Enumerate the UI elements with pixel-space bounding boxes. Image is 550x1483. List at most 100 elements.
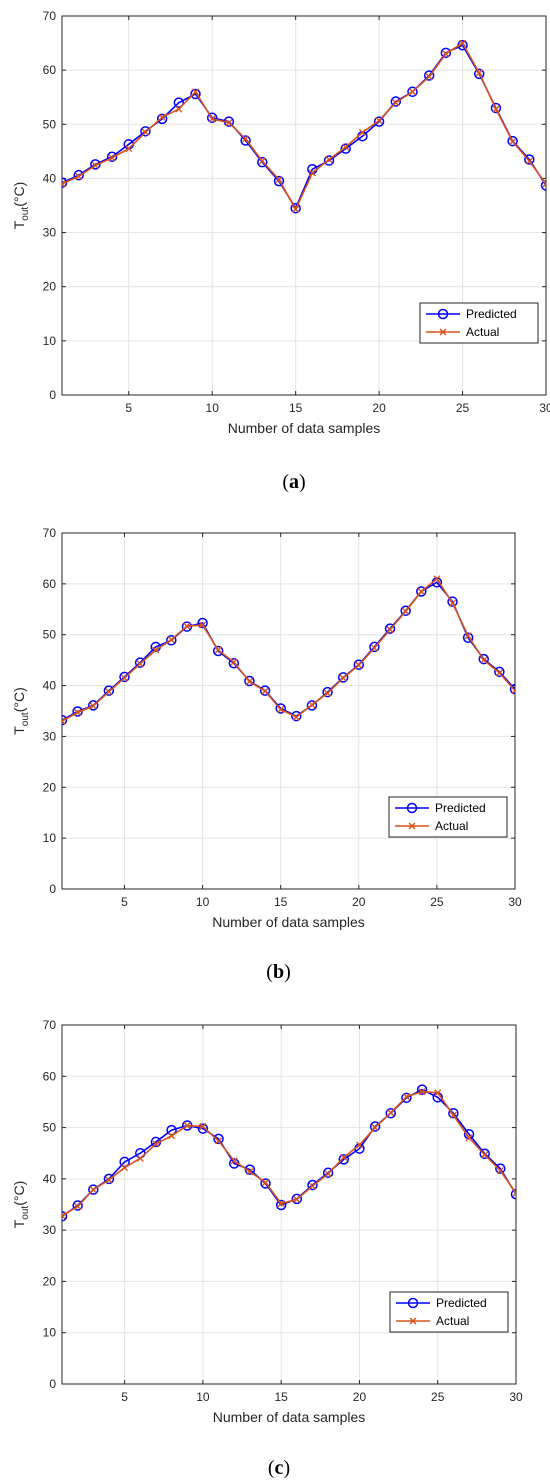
data-point-actual — [136, 660, 144, 668]
series-predicted — [62, 577, 515, 726]
data-point-predicted — [212, 645, 224, 657]
data-point-predicted — [119, 671, 130, 683]
data-point-actual — [105, 688, 113, 696]
y-tick-label: 70 — [43, 9, 57, 23]
data-point-predicted — [275, 703, 286, 714]
legend-marker-circle — [437, 308, 449, 320]
data-point-actual — [167, 636, 175, 644]
data-point-actual — [293, 1195, 301, 1203]
data-point-actual — [481, 1151, 489, 1159]
y-tick-label: 10 — [43, 831, 57, 845]
y-tick-label: 30 — [43, 226, 57, 240]
y-tick-label: 0 — [49, 388, 56, 402]
data-point-predicted — [385, 1107, 397, 1119]
data-point-actual — [275, 176, 283, 184]
legend-box — [419, 302, 539, 344]
data-point-predicted — [440, 47, 452, 59]
y-tick-label: 60 — [43, 63, 57, 77]
data-point-predicted — [62, 714, 68, 726]
data-point-predicted — [462, 632, 474, 644]
data-point-predicted — [72, 706, 83, 717]
data-point-predicted — [490, 102, 502, 114]
x-axis-title: Number of data samples — [213, 1409, 366, 1425]
chart-panel-b: 5 10 15 20 25 30 0 10 20 30 40 50 60 70 Number of data… — [11, 526, 522, 983]
y-axis-title: Tout(°C) — [11, 687, 31, 735]
data-point-predicted — [140, 126, 151, 137]
panel-caption: (c) — [268, 1457, 290, 1479]
data-point-predicted — [524, 154, 535, 165]
y-tick-label: 10 — [43, 1326, 57, 1340]
data-point-predicted — [291, 1193, 303, 1205]
data-point-predicted — [62, 177, 68, 189]
x-tick-label: 15 — [274, 1390, 288, 1404]
data-point-actual — [509, 138, 517, 146]
data-point-actual — [417, 587, 425, 595]
data-point-predicted — [275, 1199, 287, 1211]
data-point-actual — [261, 687, 269, 695]
data-point-actual — [324, 1170, 332, 1178]
data-point-actual — [465, 1134, 473, 1142]
data-point-actual — [225, 119, 233, 127]
series-actual — [62, 1088, 516, 1220]
data-point-predicted — [322, 686, 333, 698]
y-tick-label: 40 — [43, 171, 57, 185]
y-tick-label: 20 — [43, 280, 57, 294]
data-point-predicted — [88, 1184, 99, 1195]
data-point-actual — [183, 622, 191, 630]
data-point-predicted — [510, 1188, 516, 1200]
data-point-actual — [215, 1137, 223, 1145]
data-point-actual — [355, 1141, 363, 1149]
data-point-predicted — [390, 96, 402, 107]
data-point-actual — [325, 155, 333, 163]
data-point-actual — [168, 1132, 176, 1140]
y-axis-title: Tout(°C) — [11, 1181, 31, 1229]
data-point-predicted — [416, 1084, 428, 1095]
y-tick-label: 30 — [43, 729, 57, 743]
axes-box — [61, 15, 547, 396]
legend-marker-x — [439, 328, 447, 336]
y-tick-label: 20 — [43, 1274, 57, 1288]
data-point-predicted — [494, 666, 505, 678]
data-point-actual — [375, 117, 383, 124]
data-point-actual — [242, 135, 250, 143]
data-point-predicted — [197, 617, 208, 629]
data-point-predicted — [291, 710, 302, 722]
data-point-actual — [152, 646, 160, 654]
data-point-predicted — [322, 1167, 334, 1178]
data-point-predicted — [197, 1123, 209, 1134]
data-point-actual — [277, 705, 285, 713]
y-tick-label: 50 — [43, 628, 57, 642]
data-point-predicted — [473, 68, 485, 80]
data-point-actual — [308, 701, 316, 709]
data-point-predicted — [244, 675, 255, 687]
data-point-predicted — [353, 659, 365, 670]
series-predicted — [62, 39, 546, 214]
legend-marker-circle — [407, 1297, 419, 1309]
x-tick-label: 5 — [121, 1390, 128, 1404]
x-tick-label: 30 — [508, 895, 522, 909]
y-tick-label: 30 — [43, 1223, 57, 1237]
y-axis-title: Tout(°C) — [11, 182, 31, 230]
data-point-predicted — [369, 1121, 381, 1132]
data-point-predicted — [73, 169, 84, 181]
data-point-actual — [358, 128, 366, 136]
data-point-actual — [199, 1123, 207, 1131]
y-tick-label: 40 — [43, 679, 57, 693]
data-point-actual — [433, 575, 441, 583]
data-point-predicted — [72, 1200, 83, 1211]
y-tick-label: 40 — [43, 1172, 57, 1186]
y-axis-title-main: T — [11, 220, 27, 229]
data-point-predicted — [507, 135, 518, 147]
data-point-actual — [355, 661, 363, 669]
chart-panel-c: 5 10 15 20 25 30 0 10 20 30 40 50 60 70 Number of data… — [11, 1018, 523, 1479]
data-point-predicted — [134, 657, 146, 668]
data-point-actual — [386, 626, 394, 634]
data-point-actual — [152, 1140, 160, 1148]
legend-marker-x — [409, 1317, 417, 1325]
data-point-actual — [62, 1212, 66, 1220]
legend-marker-circle — [406, 802, 418, 814]
axes-box — [61, 1024, 517, 1385]
data-point-actual — [183, 1122, 191, 1130]
data-point-actual — [74, 1203, 82, 1211]
y-tick-label: 50 — [43, 117, 57, 131]
